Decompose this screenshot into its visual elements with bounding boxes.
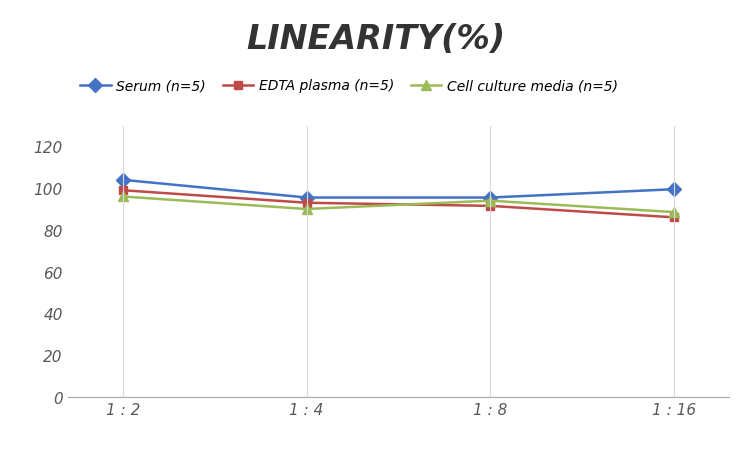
- Text: LINEARITY(%): LINEARITY(%): [247, 23, 505, 55]
- Legend: Serum (n=5), EDTA plasma (n=5), Cell culture media (n=5): Serum (n=5), EDTA plasma (n=5), Cell cul…: [74, 74, 623, 99]
